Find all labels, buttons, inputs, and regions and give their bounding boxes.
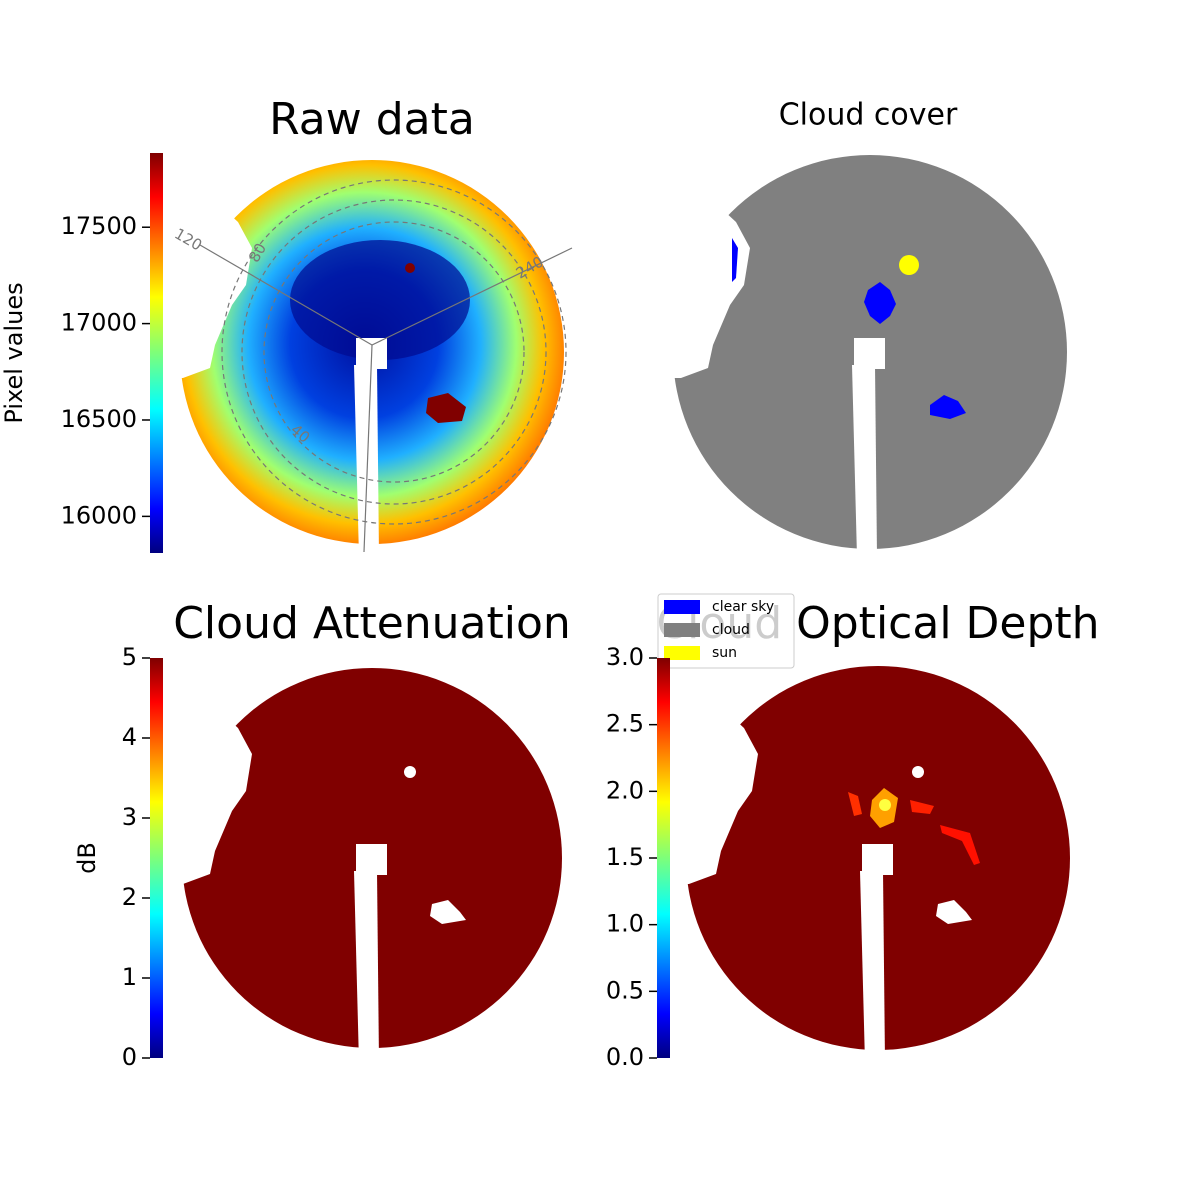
tick-label: 17000 (61, 309, 137, 337)
legend-swatch (664, 623, 700, 637)
colorbar-label: Pixel values (0, 282, 28, 423)
legend-label: clear sky (712, 599, 774, 615)
tick-label: 0 (122, 1043, 137, 1071)
panel-title: Cloud Attenuation (173, 598, 571, 649)
tick-label: 5 (122, 643, 137, 671)
tick-label: 16500 (61, 405, 137, 433)
tick-label: 16000 (61, 501, 137, 529)
panel-title: Raw data (269, 94, 475, 145)
colorbar-label: dB (73, 842, 101, 874)
legend-label: sun (712, 645, 737, 661)
panel-title: Cloud cover (779, 98, 958, 133)
tick-label: 1.0 (606, 910, 644, 938)
colorbar (657, 658, 670, 1058)
legend: clear sky cloud sun (657, 593, 795, 669)
cloud-cover-image (658, 150, 1067, 557)
tick-label: 0.5 (606, 976, 644, 1004)
tick-label: 2.5 (606, 710, 644, 738)
colorbar (150, 153, 163, 553)
tick-label: 17500 (61, 212, 137, 240)
attenuation-image (160, 656, 562, 1063)
tick-label: 4 (122, 723, 137, 751)
raw-image (160, 150, 573, 557)
optical-depth-image (666, 656, 1070, 1063)
tick-label: 1 (122, 963, 137, 991)
tick-label: 2 (122, 883, 137, 911)
tick-label: 1.5 (606, 843, 644, 871)
tick-label: 3 (122, 803, 137, 831)
colorbar (150, 658, 163, 1058)
tick-label: 2.0 (606, 776, 644, 804)
tick-label: 0.0 (606, 1043, 644, 1071)
tick-label: 3.0 (606, 643, 644, 671)
legend-label: cloud (712, 622, 750, 638)
legend-swatch (664, 600, 700, 614)
legend-swatch (664, 646, 700, 660)
